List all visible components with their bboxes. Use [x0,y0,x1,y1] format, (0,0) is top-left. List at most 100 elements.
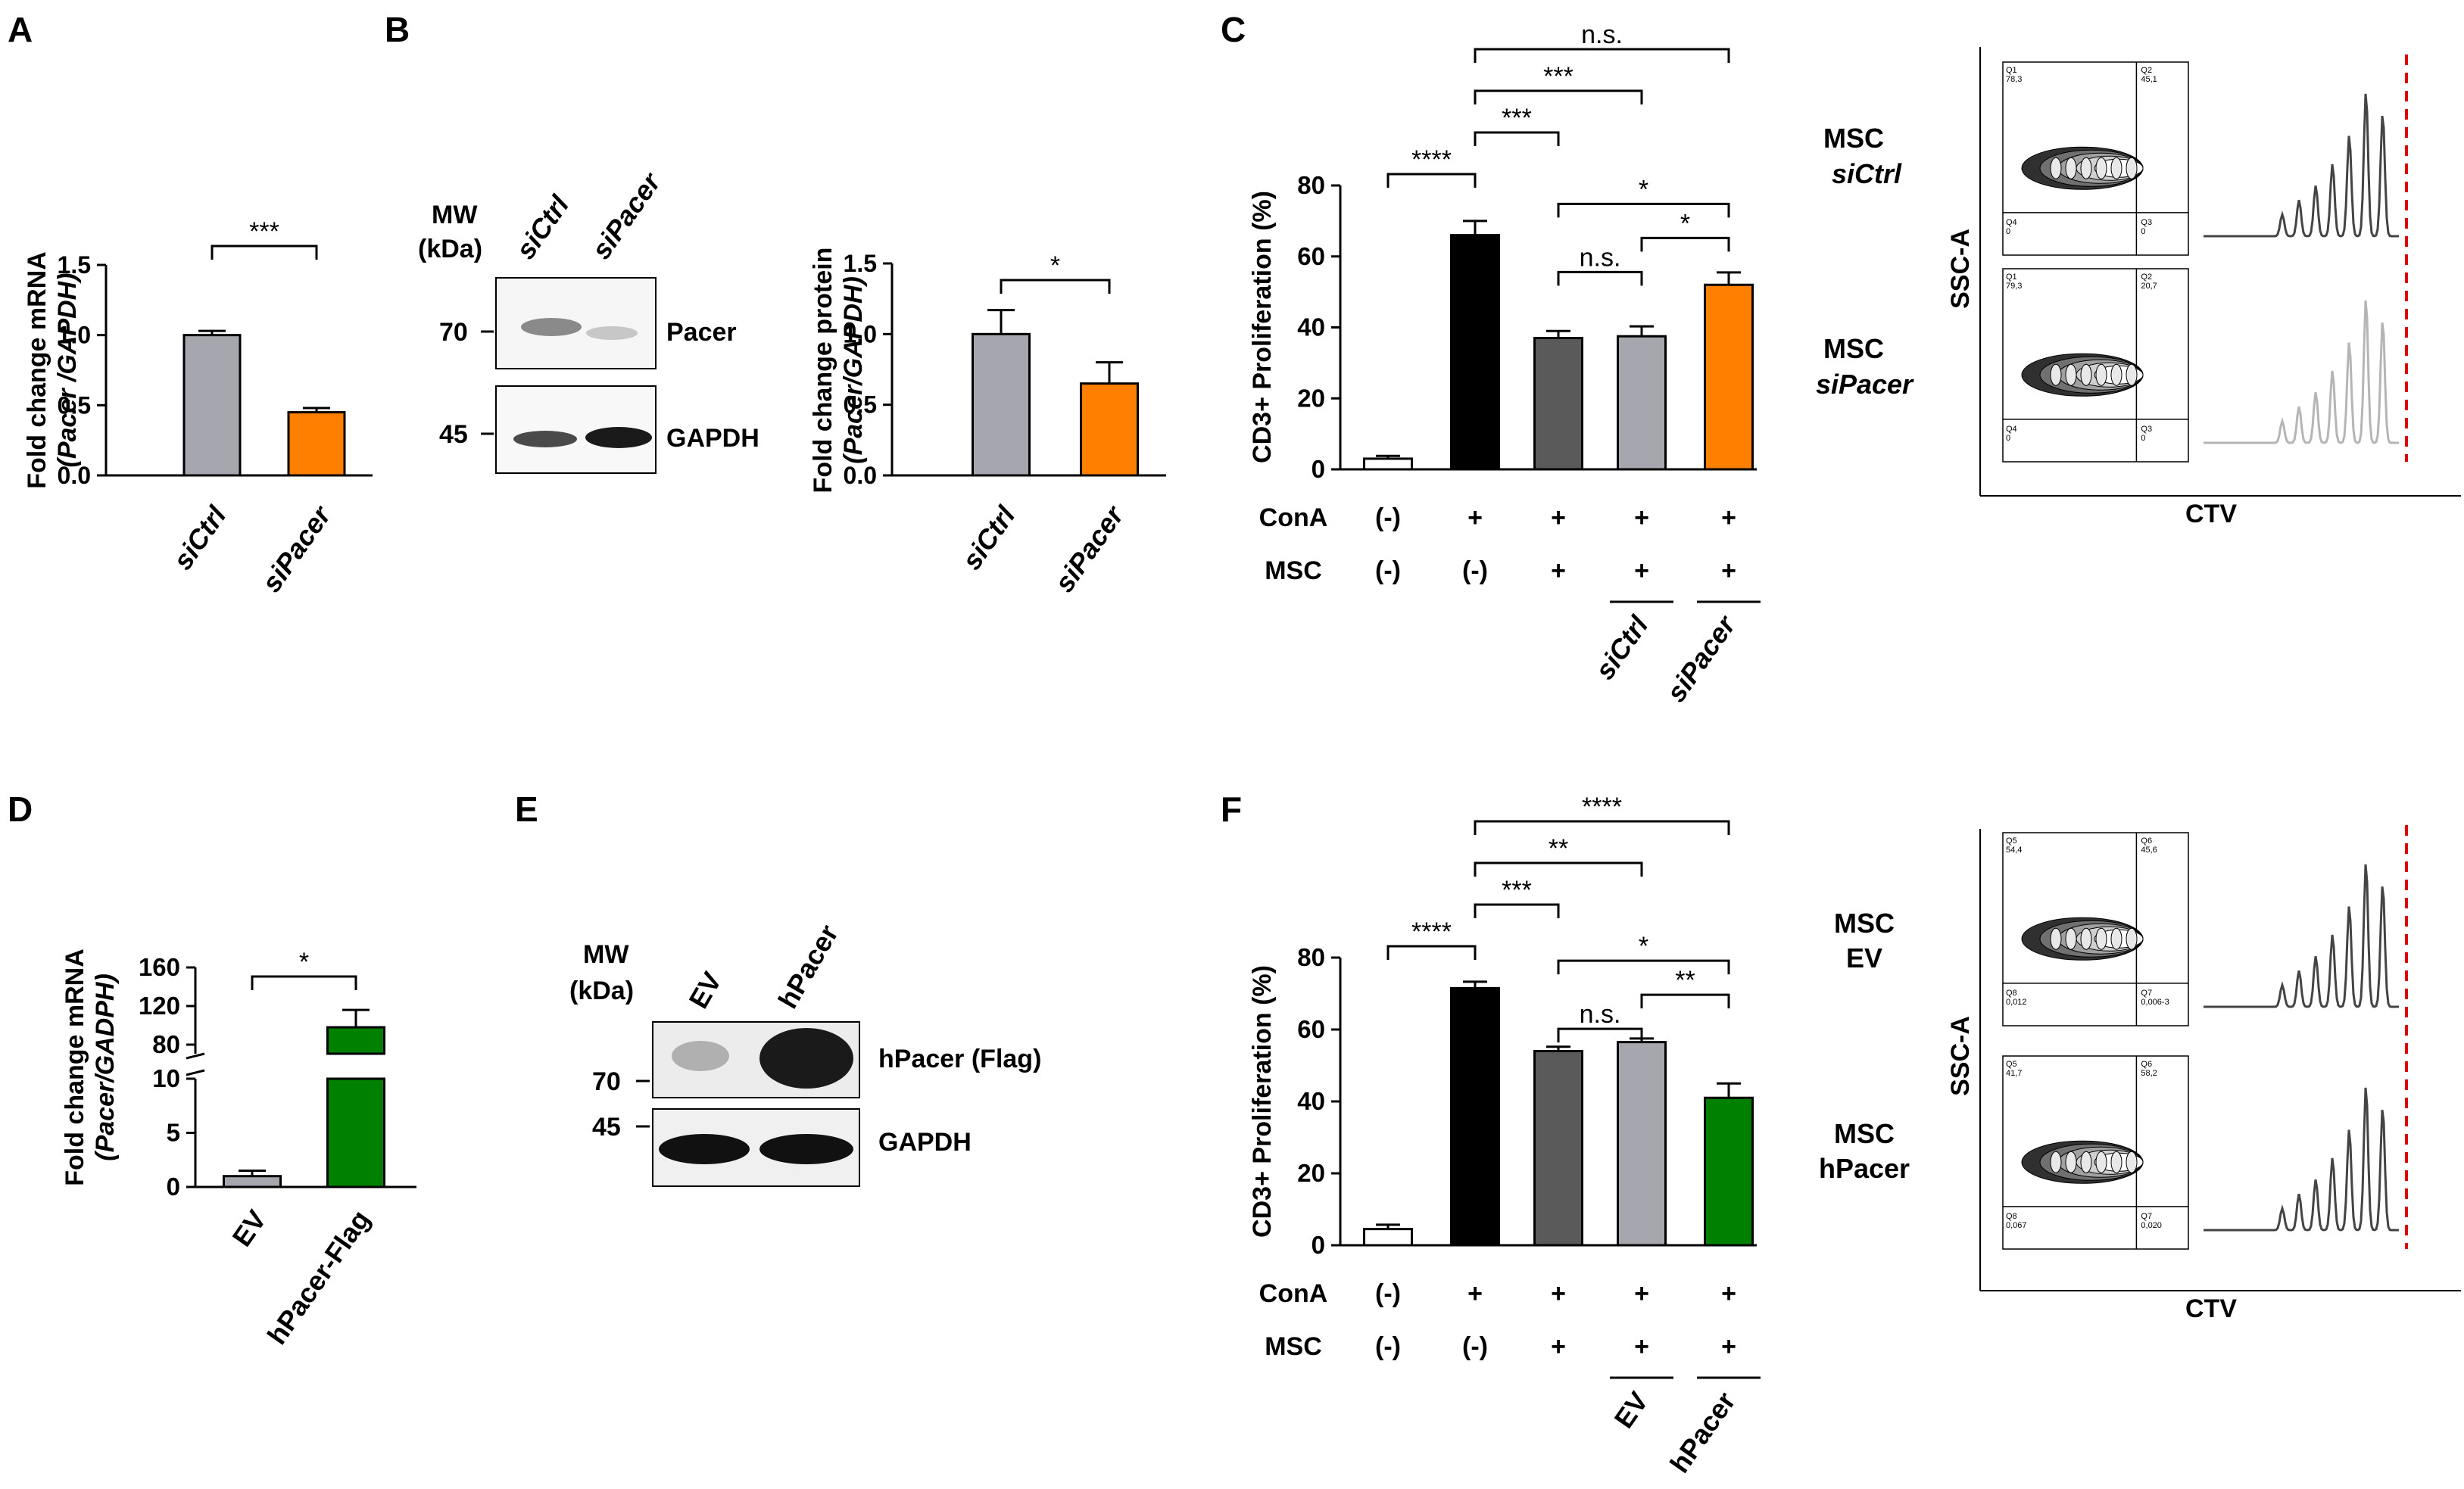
quadrant-text: 0 [2006,227,2010,236]
row-value: (-) [1462,1332,1488,1361]
quadrant-text: 78,3 [2006,75,2022,84]
significance-bracket [1474,861,1643,877]
contour-peak [2080,927,2092,950]
category-label: siPacer [1048,499,1130,597]
quadrant-text: 58,2 [2141,1069,2157,1078]
axis-break-mark [186,1069,205,1076]
y-tick-label: 1.0 [844,320,877,347]
contour-peak [2110,157,2122,179]
panel-letter-c: C [1221,10,1246,49]
contour-peak [2126,157,2138,179]
contour-peak [2110,927,2122,950]
quadrant-text: Q3 [2141,425,2152,434]
significance-bracket [1474,89,1643,104]
y-tick-label: 40 [1297,1087,1325,1115]
quadrant-text: Q6 [2141,1060,2152,1069]
bar [1363,1228,1413,1247]
y-tick-label: 120 [139,992,180,1020]
y-tick-label: 160 [139,953,180,981]
blot-b-band-label-pacer: Pacer [666,318,737,347]
blot-b-pacer-band-1 [521,318,582,336]
contour-peak [2065,1151,2077,1173]
contour-peak [2050,363,2062,386]
chart-c: 0 20 40 60 80 CD3+ Proliferation (%) ConA (-) + +… [1248,20,1761,708]
significance-bracket [1557,959,1730,975]
flow-panel-c: MSC siCtrl MSC siPacer SSC-A CTV Q178,3Q… [1816,47,2461,528]
chart-b: 0.0 0.5 1.0 1.5 siCtrl siPacer Fold change pro… [809,248,1166,598]
significance-bracket [1474,131,1560,146]
chart-a: 0.0 0.5 1.0 1.5 siCtrl siPacer Fold change mRN… [23,217,373,598]
quadrant-text: Q7 [2141,1212,2152,1221]
y-axis-title-line-1: Fold change mRNA [61,949,89,1186]
western-blot-e: MW (kDa) EV hPacer 70 45 hPacer (Flag) G… [569,920,1041,1187]
bar [972,332,1031,477]
quadrant-text: 45,6 [2141,846,2157,855]
contour-peak [2065,927,2077,950]
group-label: siCtrl [1589,609,1655,685]
significance-bracket [211,245,318,260]
y-tick-label: 0 [1312,1231,1325,1259]
bar-upper-segment [326,1026,385,1055]
contour-peak [2095,1151,2107,1173]
panel-letter-d: D [8,790,33,829]
significance-bracket [251,975,357,990]
blot-b-gapdh-band-1 [513,431,577,447]
category-label: hPacer-Flag [261,1204,376,1350]
row-value: + [1551,556,1566,585]
contour-peak [2065,363,2077,386]
y-tick-label: 10 [152,1064,180,1092]
row-value: (-) [1375,1279,1401,1308]
significance-label: *** [1502,104,1532,132]
y-tick-label: 80 [152,1030,180,1058]
row-value: + [1634,1279,1649,1308]
significance-bracket [1640,993,1730,1009]
blot-e-hpacer-band-1 [672,1041,729,1071]
blot-b-mw: MW [432,201,478,229]
quadrant-text: Q2 [2141,273,2152,282]
y-tick-label: 20 [1297,1159,1325,1187]
significance-label: * [1639,175,1648,204]
bar [1533,337,1583,471]
bar [1363,457,1413,471]
significance-label: **** [1411,917,1452,946]
histogram [2204,1087,2399,1232]
contour-peak [2110,1151,2122,1173]
axis-break-mark [186,1052,205,1060]
blot-e-gapdh-band-2 [759,1134,853,1164]
blot-e-lane-2: hPacer [772,920,844,1014]
flow-f-sample-2-line-2: hPacer [1819,1153,1910,1184]
row-value: + [1551,1332,1566,1361]
contour-peak [2050,157,2062,179]
significance-bracket [1557,202,1730,218]
significance-label: **** [1582,793,1622,821]
significance-bracket [1640,236,1730,252]
y-tick-label: 1.5 [58,251,91,279]
significance-label: *** [1502,876,1532,905]
y-axis-title-line-2: (Pacer/GADPH) [91,973,120,1161]
significance-label: n.s. [1581,20,1623,49]
significance-label: n.s. [1580,1000,1621,1029]
quadrant-text: 45,1 [2141,75,2157,84]
bar [182,334,242,477]
bar [287,411,346,477]
significance-bracket [1557,1027,1643,1043]
quadrant-text: Q6 [2141,836,2152,846]
bar [1704,283,1754,471]
row-value: + [1721,556,1736,585]
group-label: hPacer [1664,1386,1741,1478]
flow-c-sample-1-line-1: MSC [1823,123,1884,154]
panel-letter-a: A [8,10,33,49]
significance-bracket [1386,173,1477,188]
y-tick-label: 60 [1297,242,1325,270]
histogram [2204,300,2399,444]
histogram [2204,864,2399,1008]
quadrant-text: Q3 [2141,218,2152,227]
contour-peak [2050,1151,2062,1173]
bar [1617,1041,1667,1247]
bar [1617,335,1667,471]
blot-e-band-label-hpacer: hPacer (Flag) [878,1045,1041,1073]
group-label: siPacer [1660,609,1742,707]
y-axis-title-line-2: (Pacer/GAPDH) [839,276,868,464]
row-value: + [1634,503,1649,532]
significance-bracket [1474,48,1730,63]
